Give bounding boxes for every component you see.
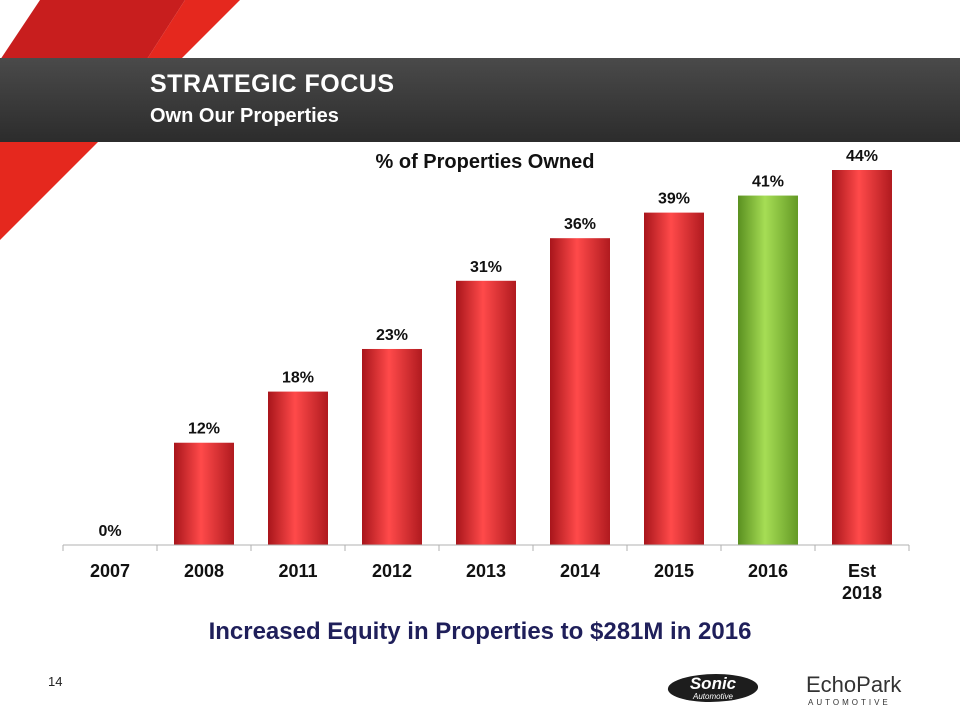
category-label-line: Est bbox=[848, 561, 876, 581]
echopark-logo-main-text: EchoPark bbox=[806, 672, 902, 697]
category-label-line: 2014 bbox=[560, 561, 600, 581]
bar-2016 bbox=[738, 195, 798, 545]
slide-subtitle: Own Our Properties bbox=[150, 105, 339, 127]
category-label: 2011 bbox=[278, 561, 317, 581]
value-label: 23% bbox=[376, 327, 408, 344]
value-label: 18% bbox=[282, 370, 314, 387]
category-label: 2012 bbox=[372, 561, 412, 581]
bar-2014 bbox=[550, 238, 610, 545]
category-label: 2015 bbox=[654, 561, 694, 581]
bar-2012 bbox=[362, 348, 422, 545]
value-label: 36% bbox=[564, 216, 596, 233]
value-label: 0% bbox=[98, 523, 121, 540]
category-label-line: 2013 bbox=[466, 561, 506, 581]
footer-statement: Increased Equity in Properties to $281M … bbox=[208, 618, 752, 645]
value-label: 31% bbox=[470, 259, 502, 276]
category-label: Est 2018 bbox=[842, 561, 882, 603]
category-label-line: 2018 bbox=[842, 583, 882, 603]
category-label: 2016 bbox=[748, 561, 788, 581]
sonic-logo-main-text: Sonic bbox=[689, 674, 737, 693]
sonic-automotive-logo: Sonic Automotive bbox=[664, 670, 764, 706]
sonic-logo-sub-text: Automotive bbox=[692, 692, 734, 701]
category-label-line: 2011 bbox=[278, 561, 317, 581]
category-label: 2008 bbox=[184, 561, 224, 581]
echopark-automotive-logo: EchoPark AUTOMOTIVE bbox=[806, 672, 906, 712]
bar-2008 bbox=[174, 442, 234, 545]
value-label: 41% bbox=[752, 174, 784, 191]
bars-group bbox=[174, 170, 892, 545]
category-label-line: 2007 bbox=[90, 561, 130, 581]
category-label-line: 2012 bbox=[372, 561, 412, 581]
category-label: 2013 bbox=[466, 561, 506, 581]
bar-chart: % of Properties Owned 0% 12% 18% 23% 31% 36% 3… bbox=[62, 148, 910, 603]
page-number: 14 bbox=[48, 674, 63, 689]
category-label-line: 2016 bbox=[748, 561, 788, 581]
category-label: 2014 bbox=[560, 561, 600, 581]
category-label-line: 2015 bbox=[654, 561, 694, 581]
bar-2015 bbox=[644, 212, 704, 545]
category-labels-group: 2007 2008 2011 2012 2013 2014 2015 2016 Est 2018 bbox=[90, 561, 882, 603]
bar-2011 bbox=[268, 391, 328, 545]
x-axis-ticks bbox=[62, 545, 910, 551]
value-label: 44% bbox=[846, 148, 878, 165]
value-label: 12% bbox=[188, 421, 220, 438]
bar-est-2018 bbox=[832, 170, 892, 545]
chart-title: % of Properties Owned bbox=[376, 151, 595, 173]
value-label: 39% bbox=[658, 191, 690, 208]
bar-2013 bbox=[456, 280, 516, 545]
echopark-logo-sub-text: AUTOMOTIVE bbox=[808, 698, 891, 707]
category-label-line: 2008 bbox=[184, 561, 224, 581]
value-labels-group: 0% 12% 18% 23% 31% 36% 39% 41% 44% bbox=[98, 148, 878, 540]
category-label: 2007 bbox=[90, 561, 130, 581]
header-bar bbox=[0, 58, 960, 142]
slide-title: STRATEGIC FOCUS bbox=[150, 70, 395, 98]
